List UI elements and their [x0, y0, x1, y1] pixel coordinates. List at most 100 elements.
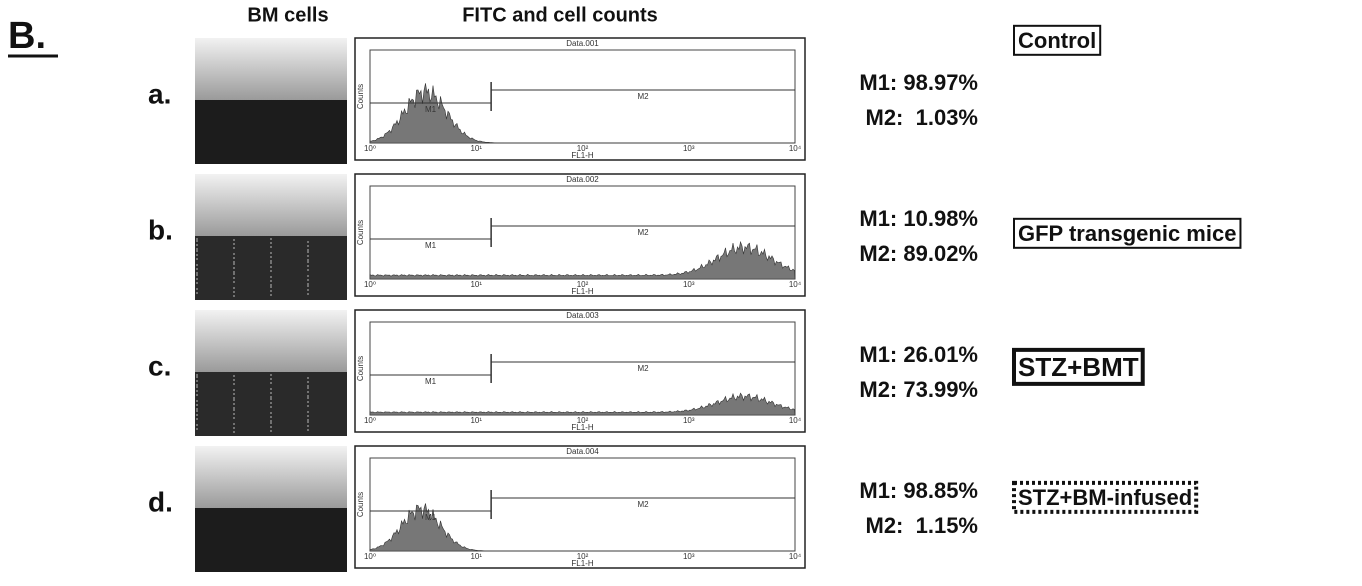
x-tick-label: 10¹ — [470, 144, 482, 153]
cell-dot — [233, 397, 235, 399]
cell-dot — [270, 276, 272, 278]
cell-dot — [196, 288, 198, 290]
cell-dot — [307, 259, 309, 261]
cell-dot — [307, 429, 309, 431]
cell-dot — [270, 260, 272, 262]
gate-label: M2 — [638, 500, 650, 509]
cell-dot — [196, 268, 198, 270]
cell-dot — [196, 248, 198, 250]
cell-dot — [307, 405, 309, 407]
x-tick-label: 10⁴ — [789, 280, 802, 289]
column-header: BM cells — [247, 4, 328, 26]
gate-label: M1 — [425, 105, 437, 114]
y-axis-label: Counts — [356, 220, 365, 245]
histogram-title: Data.004 — [566, 447, 599, 456]
cell-dot — [196, 424, 198, 426]
x-tick-label: 10⁰ — [364, 416, 376, 425]
cell-dot — [196, 282, 198, 284]
cell-dot — [270, 280, 272, 282]
cell-dot — [233, 243, 235, 245]
x-tick-label: 10³ — [683, 552, 695, 561]
cell-dot — [270, 284, 272, 286]
m1-percent: M1: 26.01% — [859, 342, 978, 367]
cell-dot — [196, 428, 198, 430]
cell-dot — [233, 277, 235, 279]
gate-label: M1 — [425, 377, 437, 386]
cell-dot — [270, 256, 272, 258]
cell-dot — [233, 239, 235, 241]
cell-dot — [233, 393, 235, 395]
x-tick-label: 10³ — [683, 280, 695, 289]
x-tick-label: 10² — [577, 552, 589, 561]
cell-dot — [233, 281, 235, 283]
gate-label: M2 — [638, 92, 650, 101]
cell-dot — [270, 420, 272, 422]
x-tick-label: 10³ — [683, 144, 695, 153]
x-tick-label: 10⁴ — [789, 416, 802, 425]
cell-dot — [307, 279, 309, 281]
cell-dot — [196, 380, 198, 382]
cell-dot — [196, 254, 198, 256]
cell-dot — [196, 250, 198, 252]
cell-dot — [270, 392, 272, 394]
cell-dot — [196, 404, 198, 406]
cell-dot — [270, 406, 272, 408]
x-tick-label: 10⁰ — [364, 144, 376, 153]
cell-dot — [307, 425, 309, 427]
cell-dot — [196, 390, 198, 392]
cell-dot — [270, 238, 272, 240]
cell-dot — [233, 291, 235, 293]
cell-dot — [233, 271, 235, 273]
cell-dot — [233, 417, 235, 419]
cell-dot — [233, 389, 235, 391]
cell-dot — [307, 283, 309, 285]
cell-dot — [307, 395, 309, 397]
cell-dot — [307, 293, 309, 295]
cell-dot — [270, 242, 272, 244]
cell-dot — [233, 427, 235, 429]
cell-dot — [307, 265, 309, 267]
cell-dot — [196, 272, 198, 274]
cell-dot — [270, 290, 272, 292]
cell-dot — [196, 238, 198, 240]
cell-dot — [307, 387, 309, 389]
cell-dot — [270, 416, 272, 418]
cell-dot — [270, 378, 272, 380]
y-axis-label: Counts — [356, 84, 365, 109]
group-label: STZ+BM-infused — [1018, 485, 1192, 510]
cell-dot — [233, 295, 235, 297]
x-tick-label: 10¹ — [470, 280, 482, 289]
cell-dot — [270, 374, 272, 376]
cell-dot — [270, 294, 272, 296]
cell-dot — [196, 258, 198, 260]
cell-image-top — [195, 310, 347, 372]
cell-dot — [233, 257, 235, 259]
cell-dot — [233, 287, 235, 289]
cell-dot — [307, 255, 309, 257]
cell-dot — [233, 261, 235, 263]
x-tick-label: 10² — [577, 416, 589, 425]
cell-image-top — [195, 446, 347, 508]
cell-dot — [307, 391, 309, 393]
y-axis-label: Counts — [356, 356, 365, 381]
m2-percent: M2: 1.03% — [866, 105, 979, 130]
m1-percent: M1: 98.97% — [859, 70, 978, 95]
cell-dot — [270, 426, 272, 428]
cell-dot — [307, 385, 309, 387]
row-label: a. — [148, 78, 171, 109]
group-label: Control — [1018, 28, 1096, 53]
cell-dot — [307, 381, 309, 383]
cell-dot — [307, 401, 309, 403]
x-tick-label: 10⁴ — [789, 552, 802, 561]
cell-dot — [307, 289, 309, 291]
m2-percent: M2: 73.99% — [859, 377, 978, 402]
cell-image-bottom — [195, 508, 347, 572]
cell-dot — [307, 245, 309, 247]
m2-percent: M2: 89.02% — [859, 241, 978, 266]
cell-dot — [307, 241, 309, 243]
cell-dot — [307, 421, 309, 423]
cell-image-top — [195, 174, 347, 236]
x-tick-label: 10² — [577, 144, 589, 153]
cell-dot — [233, 431, 235, 433]
group-label: GFP transgenic mice — [1018, 221, 1236, 246]
